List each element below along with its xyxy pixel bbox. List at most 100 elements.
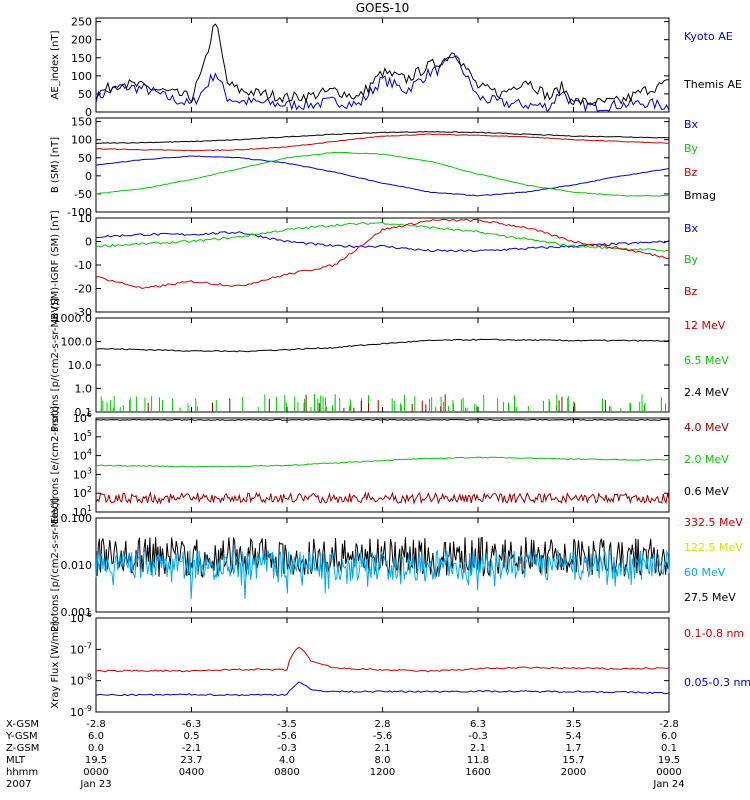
y-tick-label: 1000.0 xyxy=(54,312,93,325)
series-line xyxy=(95,456,670,468)
ephemeris-value: -2.8 xyxy=(659,719,679,730)
y-axis-label: Xray Flux [W/m2] xyxy=(50,621,61,708)
ephemeris-value: -0.3 xyxy=(468,731,488,742)
series-line xyxy=(95,231,670,253)
panel-7: 10-9 10-8 10-7 10-6 Xray Flux [W/m2] 0.1-0.8 … xyxy=(50,610,750,719)
legend-label: Bmag xyxy=(684,189,716,202)
panel-frame xyxy=(95,617,670,713)
ephemeris-value: 8.0 xyxy=(375,755,391,766)
legend-label: 0.1-0.8 nm xyxy=(684,627,744,640)
legend-label: 2.4 MeV xyxy=(684,386,729,399)
panel-1: 0 50 100 150 200 250 AE_index [nT] Kyoto AE Them… xyxy=(50,16,742,119)
y-tick-exponent: 1 xyxy=(87,504,92,513)
y-tick-label: 102 xyxy=(73,485,92,500)
panel-frame xyxy=(95,417,670,513)
ephemeris-value: -5.6 xyxy=(373,731,393,742)
ephemeris-value: 3.5 xyxy=(566,719,582,730)
y-tick-label: 106 xyxy=(73,410,92,425)
y-tick-label: 10.0 xyxy=(68,359,93,372)
y-tick-label: 0.100 xyxy=(61,512,93,525)
y-tick-exponent: 4 xyxy=(87,448,92,457)
ephemeris-value: 1600 xyxy=(465,767,490,778)
series-line xyxy=(95,23,670,107)
legend-label: Kyoto AE xyxy=(684,30,733,43)
ephemeris-value: 2.1 xyxy=(470,743,486,754)
y-tick-label: 0.001 xyxy=(61,606,93,619)
series-line xyxy=(95,133,670,152)
legend-label: Bx xyxy=(684,118,699,131)
series-line xyxy=(95,155,670,197)
y-axis-label: B (SM) [nT] xyxy=(50,137,61,193)
legend-label: 122.5 MeV xyxy=(684,541,743,554)
ephemeris-value: 0.0 xyxy=(88,743,104,754)
ephemeris-value: 0000 xyxy=(656,767,681,778)
ephemeris-value: -2.1 xyxy=(182,743,202,754)
y-axis-label: AE_index [nT] xyxy=(50,30,61,99)
chart-title: GOES-10 xyxy=(356,1,410,15)
proton-60-trace xyxy=(95,549,670,600)
y-tick-label: -20 xyxy=(74,283,92,296)
y-tick-label: 10-9 xyxy=(70,704,92,719)
y-tick-exponent: 5 xyxy=(87,429,92,438)
ephemeris-value: -6.3 xyxy=(182,719,202,730)
y-tick-label: 0 xyxy=(85,236,92,249)
legend-label: Bx xyxy=(684,222,699,235)
ephemeris-value: -3.5 xyxy=(277,719,297,730)
y-tick-label: 100.0 xyxy=(61,336,93,349)
y-tick-label: 150 xyxy=(71,52,92,65)
ephemeris-value: 2000 xyxy=(561,767,586,778)
ephemeris-value: 2.8 xyxy=(375,719,391,730)
legend-label: Bz xyxy=(684,285,698,298)
y-tick-exponent: 6 xyxy=(87,410,92,419)
series-line xyxy=(95,681,670,697)
y-tick-label: 103 xyxy=(73,466,92,481)
y-tick-label: -50 xyxy=(74,188,92,201)
proton-27-trace xyxy=(95,536,670,578)
y-tick-label: 50 xyxy=(78,88,92,101)
ephemeris-row-label: Y-GSM xyxy=(5,731,38,742)
ephemeris-value: 1.7 xyxy=(566,743,582,754)
legend-label: Themis AE xyxy=(683,78,742,91)
y-tick-label: 104 xyxy=(73,448,92,463)
ephemeris-value: 19.5 xyxy=(85,755,107,766)
ephemeris-value: -0.3 xyxy=(277,743,297,754)
y-tick-exponent: -9 xyxy=(84,704,92,713)
y-tick-label: 150 xyxy=(71,116,92,129)
legend-label: 332.5 MeV xyxy=(684,516,743,529)
y-axis-label: Protons [p/(cm2-s-sr-MeV)] xyxy=(50,298,61,432)
series-line xyxy=(95,218,670,289)
electron-noise-trace xyxy=(95,491,670,505)
y-tick-label: 200 xyxy=(71,34,92,47)
y-tick-label: 250 xyxy=(71,16,92,29)
y-tick-label: 0 xyxy=(85,106,92,119)
ephemeris-value: 0400 xyxy=(179,767,204,778)
ephemeris-value: -5.6 xyxy=(277,731,297,742)
legend-label: By xyxy=(684,142,699,155)
y-tick-label: 50 xyxy=(78,152,92,165)
y-axis-label: Protons [p/(cm2-s-sr-MeV)] xyxy=(50,498,61,632)
ephemeris-value: 4.0 xyxy=(279,755,295,766)
ephemeris-value: 6.0 xyxy=(88,731,104,742)
series-line xyxy=(95,338,670,353)
legend-label: 0.6 MeV xyxy=(684,485,729,498)
legend-label: 2.0 MeV xyxy=(684,453,729,466)
legend-label: 27.5 MeV xyxy=(684,591,736,604)
ephemeris-value: 11.8 xyxy=(467,755,489,766)
ephemeris-row-label: hhmm xyxy=(6,767,38,778)
series-line xyxy=(95,151,670,197)
ephemeris-value: 1200 xyxy=(370,767,395,778)
y-tick-label: -100 xyxy=(67,206,92,219)
panel-2: -100 -50 0 50 100 150 B (SM) [nT] Bx By Bz Bmag xyxy=(50,116,716,219)
series-line xyxy=(95,418,669,421)
ephemeris-value: 0000 xyxy=(83,767,108,778)
y-tick-label: 10-6 xyxy=(70,610,92,625)
y-tick-label: 105 xyxy=(73,429,92,444)
ephemeris-value: 23.7 xyxy=(180,755,202,766)
ephemeris-value: 5.4 xyxy=(566,731,582,742)
y-tick-label: 10-7 xyxy=(70,641,92,656)
ephemeris-row-label: Z-GSM xyxy=(6,743,39,754)
y-tick-label: 0 xyxy=(85,170,92,183)
